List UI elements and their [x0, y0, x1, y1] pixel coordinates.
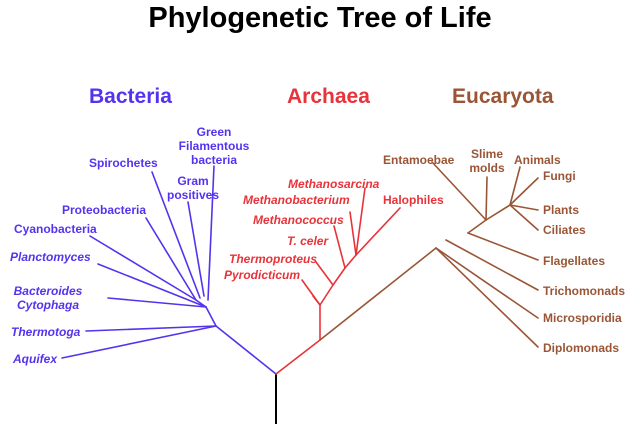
- label-pyrodicticum: Pyrodicticum: [224, 268, 301, 282]
- diagram-title: Phylogenetic Tree of Life: [148, 2, 492, 34]
- label-methanobacterium: Methanobacterium: [243, 193, 350, 207]
- archaea-branches: [275, 187, 401, 375]
- label-slime-molds: Slime molds: [469, 147, 505, 175]
- label-methanosarcina: Methanosarcina: [288, 177, 380, 191]
- label-entamoebae: Entamoebae: [383, 153, 455, 167]
- label-thermoproteus: Thermoproteus: [229, 252, 318, 266]
- label-proteobacteria: Proteobacteria: [62, 203, 147, 217]
- label-thermotoga: Thermotoga: [11, 325, 81, 339]
- bacteria-branches: [61, 165, 277, 375]
- label-t-celer: T. celer: [287, 234, 329, 248]
- label-aquifex: Aquifex: [13, 352, 58, 366]
- eucaryota-branches: [319, 161, 539, 348]
- label-gram-positives: Gram positives: [166, 174, 220, 202]
- label-halophiles: Halophiles: [383, 193, 444, 207]
- label-bacteroides-cytophaga: Bacteroides Cytophaga: [13, 284, 83, 312]
- label-methanococcus: Methanococcus: [253, 213, 344, 227]
- label-flagellates: Flagellates: [543, 254, 606, 268]
- label-diplomonads: Diplomonads: [543, 341, 620, 355]
- label-ciliates: Ciliates: [543, 223, 586, 237]
- label-trichomonads: Trichomonads: [543, 284, 626, 298]
- label-animals: Animals: [514, 153, 561, 167]
- label-planctomyces: Planctomyces: [10, 250, 91, 264]
- domain-label-bacteria: Bacteria: [89, 85, 172, 108]
- label-green-filamentous-bacteria: Green Filamentous bacteria: [178, 125, 250, 167]
- label-fungi: Fungi: [543, 169, 576, 183]
- label-microsporidia: Microsporidia: [543, 311, 622, 325]
- domain-label-eucaryota: Eucaryota: [452, 85, 554, 108]
- label-cyanobacteria: Cyanobacteria: [14, 222, 97, 236]
- label-plants: Plants: [543, 203, 580, 217]
- label-spirochetes: Spirochetes: [89, 156, 158, 170]
- domain-label-archaea: Archaea: [287, 85, 370, 108]
